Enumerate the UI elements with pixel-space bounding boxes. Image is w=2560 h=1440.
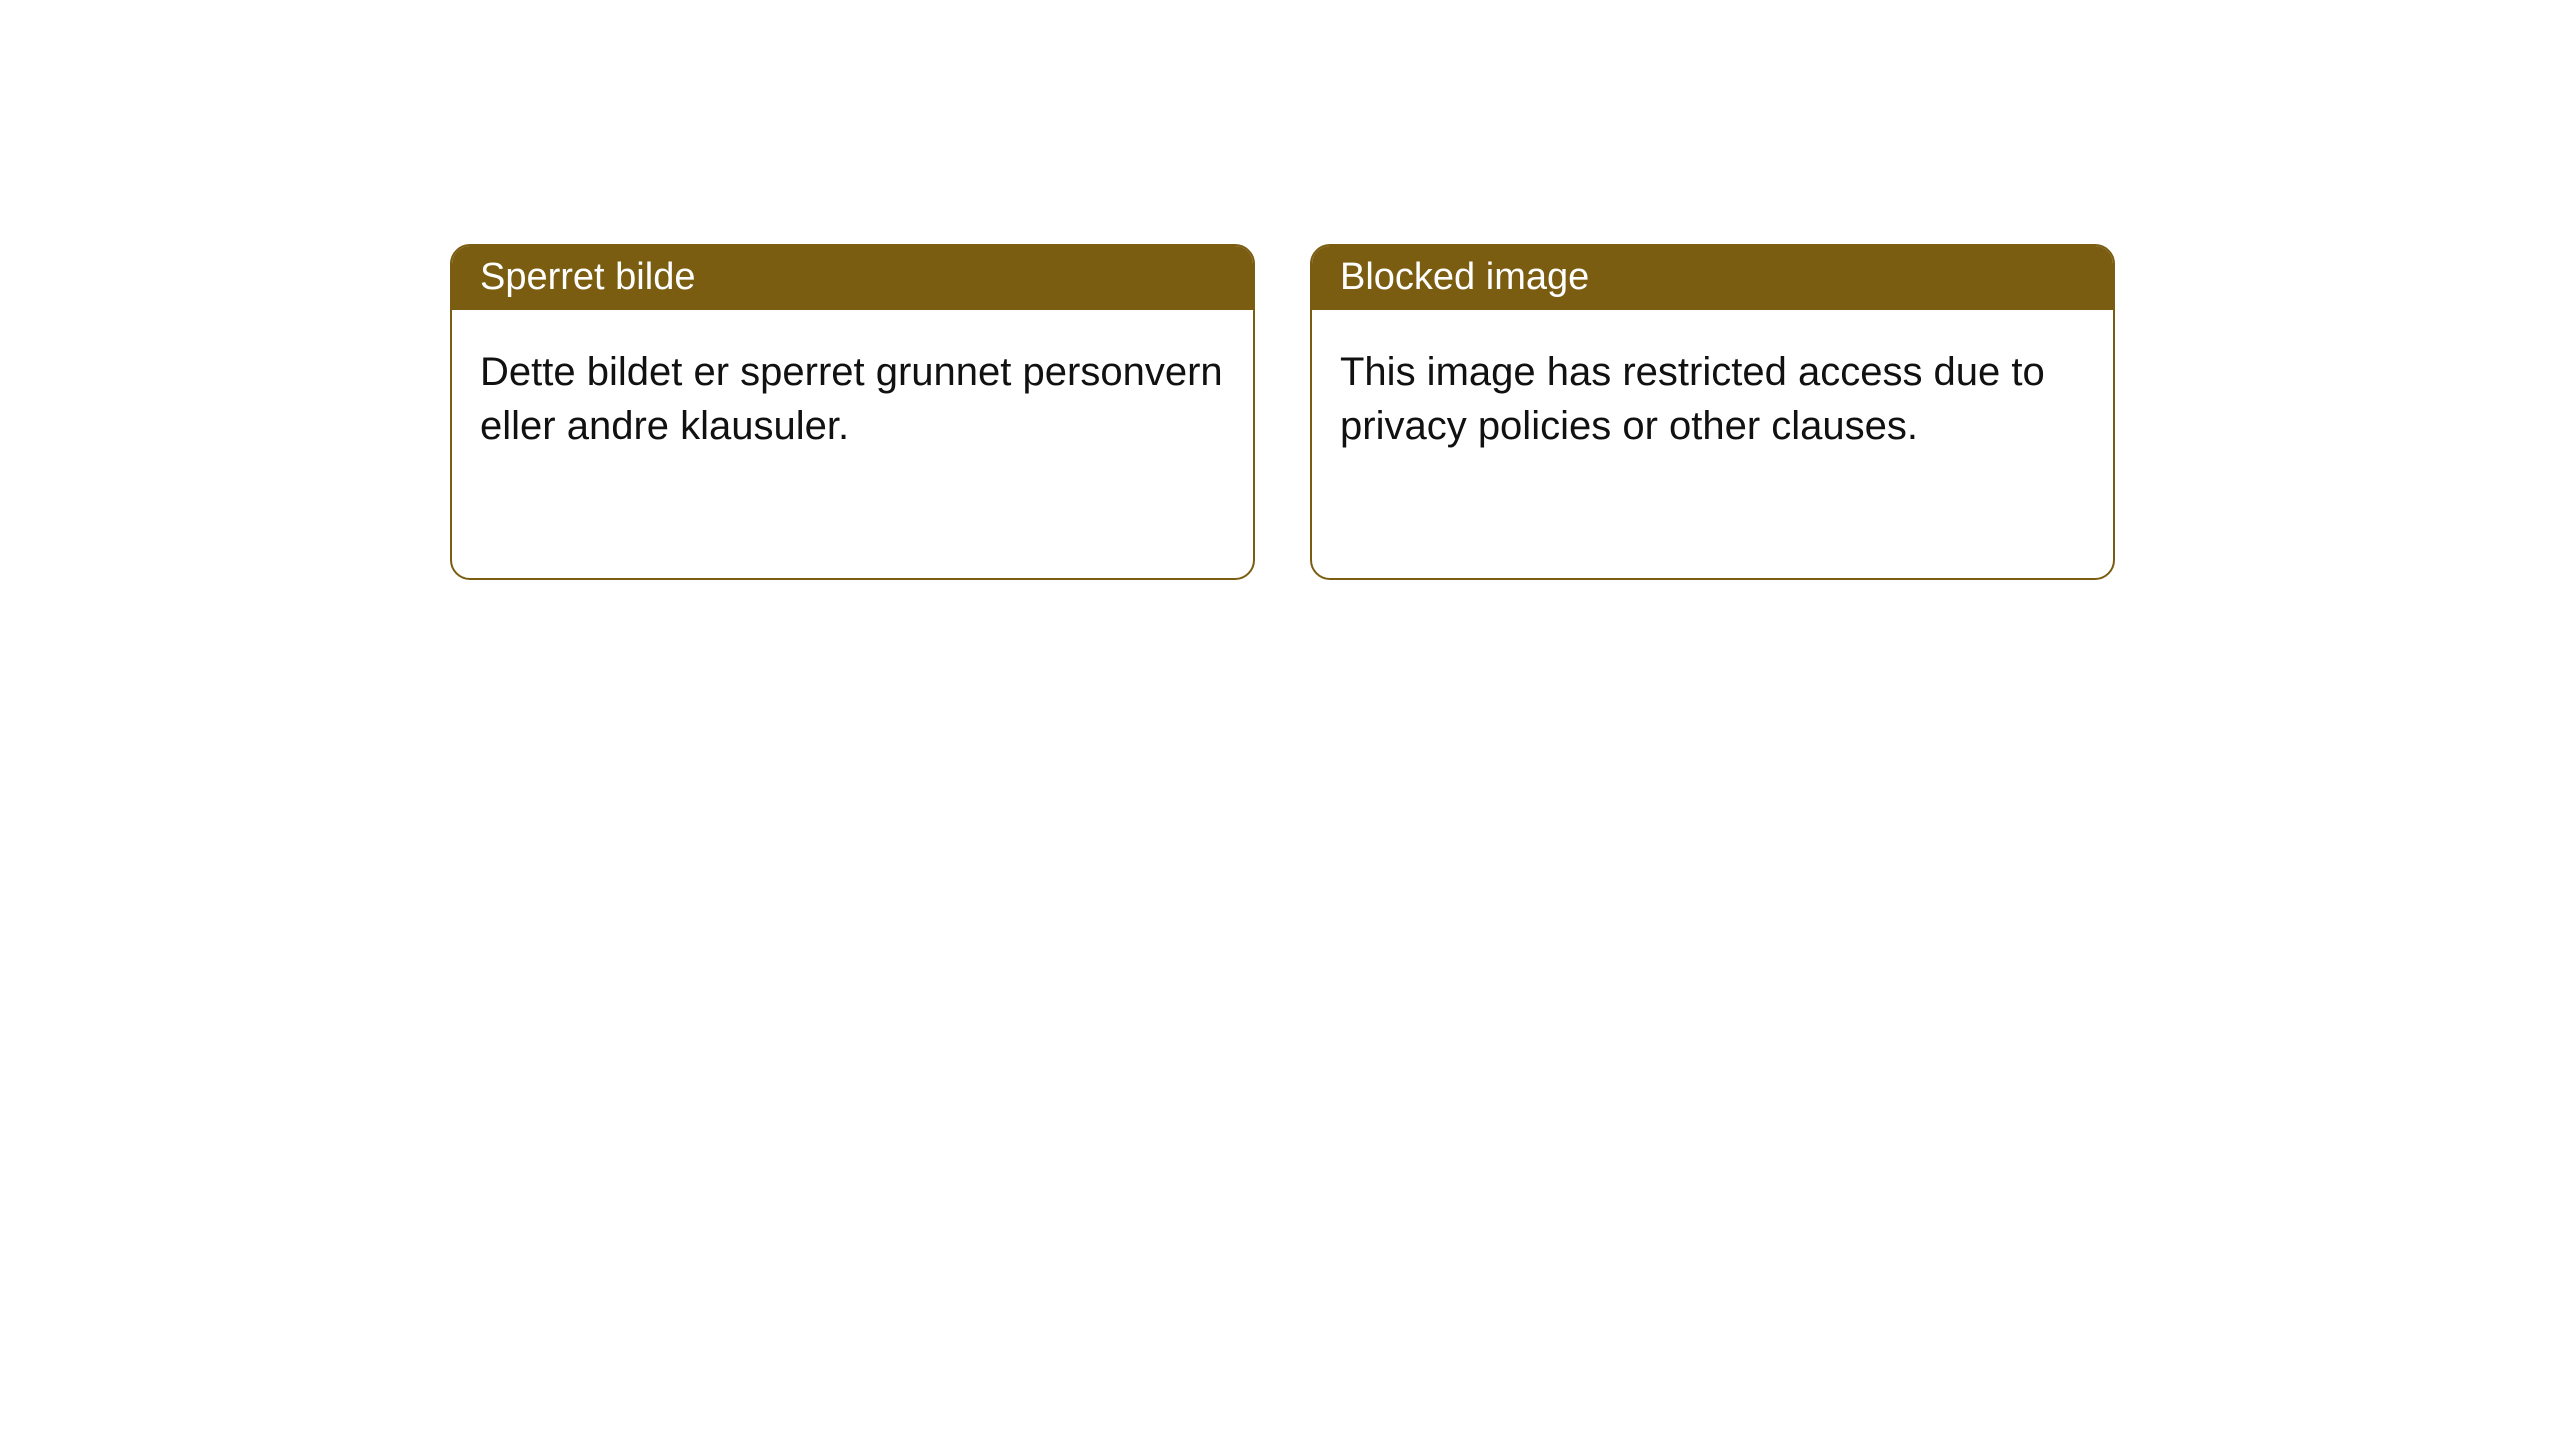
notice-card-title: Sperret bilde [452,246,1253,310]
notice-card-english: Blocked image This image has restricted … [1310,244,2115,580]
notice-card-body: Dette bildet er sperret grunnet personve… [452,310,1253,481]
notice-card-body: This image has restricted access due to … [1312,310,2113,481]
notice-card-norwegian: Sperret bilde Dette bildet er sperret gr… [450,244,1255,580]
notice-cards-container: Sperret bilde Dette bildet er sperret gr… [0,0,2560,580]
notice-card-title: Blocked image [1312,246,2113,310]
